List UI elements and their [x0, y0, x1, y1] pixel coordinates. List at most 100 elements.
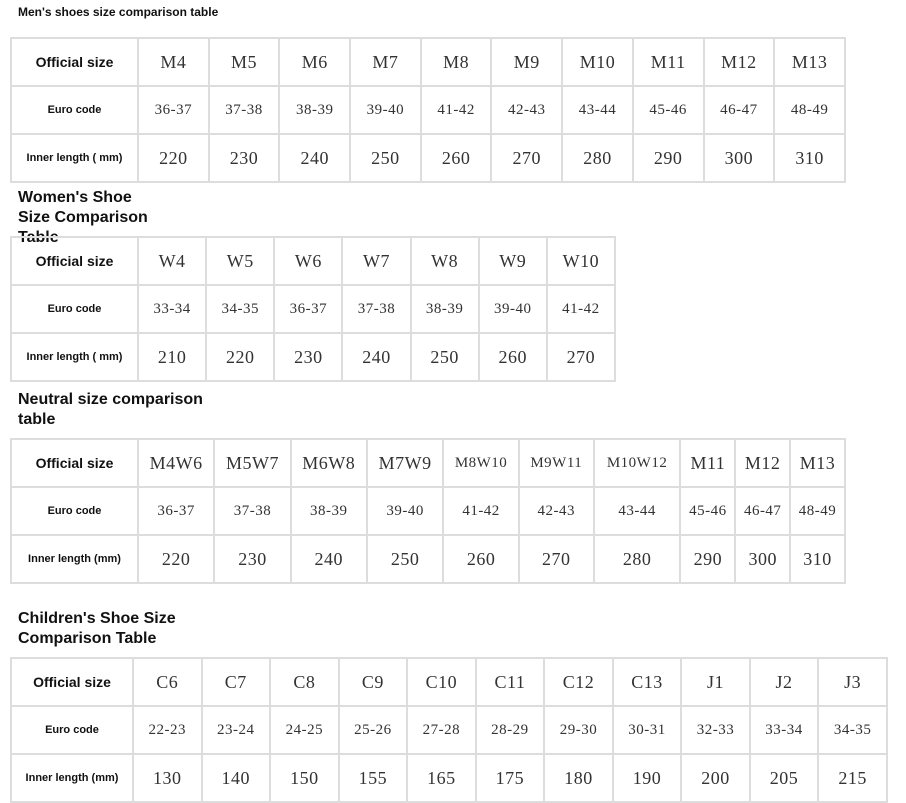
table-cell: 32-33 [680, 705, 751, 755]
table-row: Inner length (mm) 130 140 150 155 165 175 180 19… [10, 753, 888, 803]
table-cell: C11 [474, 657, 546, 707]
table-cell: 290 [679, 534, 737, 584]
table-cell: 36-37 [137, 85, 210, 135]
table-cell: W7 [341, 236, 412, 286]
table-cell: 240 [341, 332, 412, 382]
table-cell: 41-42 [545, 284, 617, 334]
table-row: Inner length (mm) 220 230 240 250 260 270 280 29… [10, 534, 846, 584]
table-cell: 39-40 [349, 85, 422, 135]
table-cell: 220 [136, 534, 216, 584]
table-row: Euro code 22-23 23-24 24-25 25-26 27-28 28-29 2… [10, 705, 888, 755]
table-cell: 300 [734, 534, 792, 584]
table-cell: 46-47 [734, 486, 792, 536]
table-cell: M8 [419, 37, 493, 87]
table-cell: M11 [679, 438, 737, 488]
table-cell: M5W7 [213, 438, 292, 488]
table-cell: M6W8 [289, 438, 368, 488]
table-cell: 43-44 [561, 85, 634, 135]
table-cell: J3 [817, 657, 888, 707]
row-label: Official size [10, 236, 139, 286]
table-cell: 260 [442, 534, 520, 584]
table-cell: M12 [702, 37, 776, 87]
table-cell: 38-39 [409, 284, 480, 334]
table-cell: 175 [474, 753, 546, 803]
table-cell: 270 [545, 332, 617, 382]
table-cell: C7 [200, 657, 272, 707]
table-cell: M13 [789, 438, 846, 488]
table-cell: 39-40 [365, 486, 445, 536]
mens-size-table: Official size M4 M5 M6 M7 M8 M9 M10 M11 M12 M13 Eur… [10, 37, 846, 183]
childrens-size-table: Official size C6 C7 C8 C9 C10 C11 C12 C13 J1 J2 J3 E… [10, 657, 888, 803]
table-row: Inner length ( mm) 220 230 240 250 260 270 280 2… [10, 133, 846, 183]
table-cell: 37-38 [213, 486, 292, 536]
table-cell: 25-26 [337, 705, 409, 755]
table-cell: M4 [137, 37, 210, 87]
table-cell: 190 [611, 753, 683, 803]
table-cell: 39-40 [477, 284, 548, 334]
table-row: Euro code 36-37 37-38 38-39 39-40 41-42 42-43 4… [10, 486, 846, 536]
table-cell: 28-29 [474, 705, 546, 755]
row-label: Official size [10, 657, 134, 707]
table-cell: 38-39 [278, 85, 352, 135]
table-cell: C8 [269, 657, 340, 707]
table-cell: 240 [278, 133, 352, 183]
table-cell: 310 [773, 133, 846, 183]
table-cell: M8W10 [442, 438, 520, 488]
table-cell: 215 [817, 753, 888, 803]
table-cell: 33-34 [748, 705, 820, 755]
table-cell: 310 [789, 534, 846, 584]
table-cell: 140 [200, 753, 272, 803]
table-cell: 230 [273, 332, 344, 382]
table-cell: 260 [419, 133, 493, 183]
table-cell: C10 [406, 657, 477, 707]
table-cell: 22-23 [132, 705, 203, 755]
table-cell: 45-46 [631, 85, 705, 135]
row-label: Inner length ( mm) [10, 133, 139, 183]
table-cell: M7W9 [365, 438, 445, 488]
table-cell: 46-47 [702, 85, 776, 135]
row-label: Inner length (mm) [10, 753, 134, 803]
table-cell: 155 [337, 753, 409, 803]
table-cell: 45-46 [679, 486, 737, 536]
table-cell: M12 [734, 438, 792, 488]
table-cell: M10 [561, 37, 634, 87]
table-cell: C13 [611, 657, 683, 707]
table-cell: 34-35 [817, 705, 888, 755]
table-cell: W10 [545, 236, 617, 286]
table-cell: 23-24 [200, 705, 272, 755]
table-cell: 220 [205, 332, 276, 382]
table-cell: 41-42 [419, 85, 493, 135]
table-cell: 33-34 [136, 284, 208, 334]
table-cell: 230 [207, 133, 281, 183]
table-cell: W6 [273, 236, 344, 286]
table-row: Official size W4 W5 W6 W7 W8 W9 W10 [10, 236, 617, 286]
table-cell: M9 [490, 37, 564, 87]
table-cell: 250 [409, 332, 480, 382]
table-cell: 24-25 [269, 705, 340, 755]
table-cell: 41-42 [442, 486, 520, 536]
table-cell: M10W12 [592, 438, 682, 488]
table-cell: W8 [409, 236, 480, 286]
table-cell: C9 [337, 657, 409, 707]
table-cell: M6 [278, 37, 352, 87]
table-cell: W4 [136, 236, 208, 286]
table-cell: 230 [213, 534, 292, 584]
table-cell: 205 [748, 753, 820, 803]
mens-table-title: Men's shoes size comparison table [18, 5, 219, 19]
table-cell: 270 [517, 534, 595, 584]
row-label: Official size [10, 438, 139, 488]
row-label: Euro code [10, 85, 139, 135]
childrens-table-title: Children's Shoe Size Comparison Table [18, 610, 176, 647]
table-cell: M13 [773, 37, 846, 87]
table-cell: 37-38 [207, 85, 281, 135]
row-label: Euro code [10, 486, 139, 536]
neutral-table-title: Neutral size comparison table [18, 391, 203, 428]
table-cell: 250 [349, 133, 422, 183]
table-cell: 290 [631, 133, 705, 183]
table-cell: 165 [406, 753, 477, 803]
table-cell: 48-49 [789, 486, 846, 536]
table-cell: 42-43 [490, 85, 564, 135]
row-label: Inner length (mm) [10, 534, 139, 584]
table-cell: 130 [132, 753, 203, 803]
table-row: Euro code 36-37 37-38 38-39 39-40 41-42 42-43 4… [10, 85, 846, 135]
